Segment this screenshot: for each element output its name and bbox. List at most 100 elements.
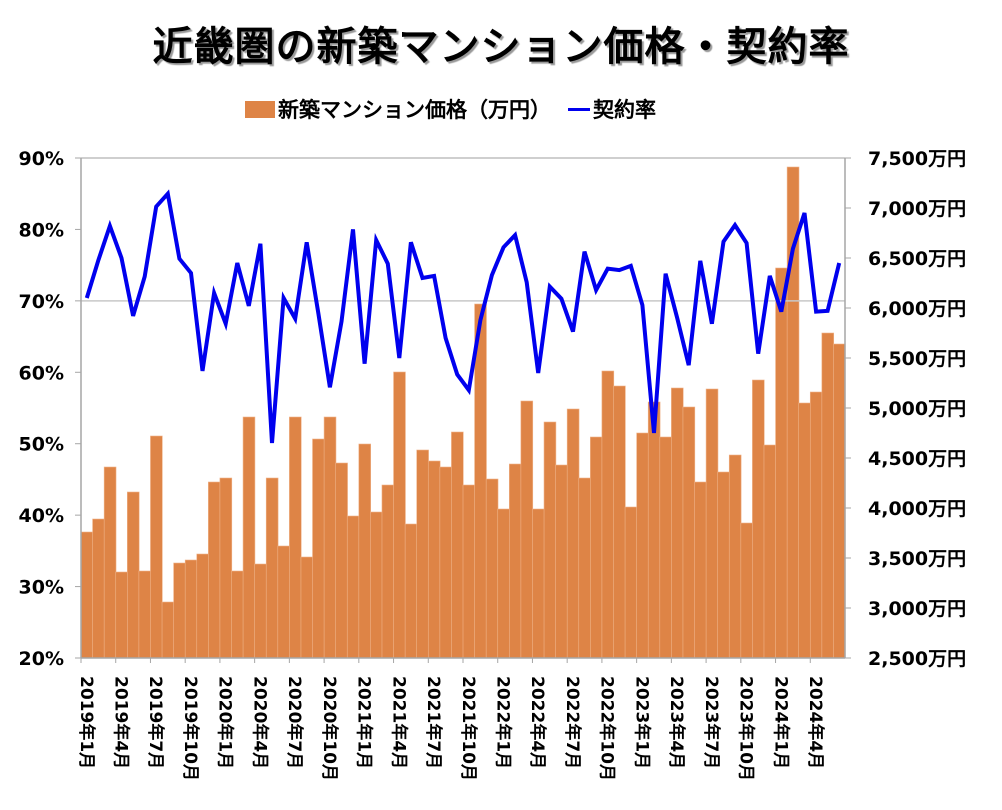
price-bar [92,518,105,659]
x-tick-label: 2019年1月 [76,676,97,769]
x-tick-label: 2022年7月 [562,676,583,769]
price-bar [566,408,580,659]
price-bar [671,387,684,659]
price-bar [404,523,418,659]
price-bar [474,303,487,659]
legend-label-rate: 契約率 [593,98,656,122]
left-tick-label: 30% [19,577,64,599]
price-bar [335,462,348,659]
price-bar [717,471,730,659]
left-tick-label: 40% [19,505,64,527]
x-tick-label: 2023年7月 [701,676,722,769]
legend-line-swatch-icon [568,107,590,111]
price-bar [80,531,94,659]
price-bar [590,436,603,659]
right-tick-label: 6,500万円 [868,248,966,270]
price-bar [289,416,302,659]
price-bar [312,438,325,659]
x-tick-label: 2019年7月 [145,676,166,769]
left-tick-label: 80% [19,219,64,241]
left-tick-label: 20% [19,648,64,670]
price-bar [508,463,522,659]
price-bar [613,385,626,659]
price-bar [821,332,835,659]
price-bar [300,556,314,659]
left-tick-label: 50% [19,434,64,456]
price-bar [115,571,128,659]
x-tick-label: 2022年1月 [493,676,514,769]
x-axis-labels: 2019年1月 2019年4月 2019年7月 2019年10月 2020年1月 2020… [76,658,826,781]
price-bar [728,454,742,659]
right-tick-label: 3,000万円 [868,598,966,620]
price-bar [659,436,672,659]
price-bar [323,416,337,659]
x-tick-label: 2020年1月 [215,676,236,769]
left-tick-label: 60% [19,362,64,384]
price-bar [578,477,591,659]
price-bar [427,460,441,659]
price-bar [809,391,823,659]
left-tick-label: 90% [19,148,64,170]
price-bar [833,343,846,659]
price-bar [636,432,649,659]
legend-label-price: 新築マンション価格（万円） [278,98,551,122]
price-bar [439,466,453,659]
price-bar [462,484,476,659]
left-tick-label: 70% [19,291,64,313]
x-tick-label: 2020年10月 [319,676,340,781]
price-bar [647,401,661,659]
price-bar [208,481,221,659]
price-bar [497,508,510,659]
price-bar [231,570,244,659]
x-tick-label: 2021年7月 [423,676,444,769]
legend-item-rate: 契約率 [568,94,656,124]
price-bar [277,545,290,659]
x-tick-label: 2023年4月 [666,676,687,769]
price-bar [370,511,383,659]
price-bars [80,166,846,659]
price-bar [532,508,545,659]
price-bar [138,570,152,659]
right-tick-label: 3,500万円 [868,548,966,570]
x-tick-label: 2022年10月 [597,676,618,781]
price-bar [682,406,696,659]
price-bar [775,267,788,659]
price-bar [694,481,707,659]
price-bar [752,379,765,659]
legend: 新築マンション価格（万円） 契約率 [0,94,1002,124]
price-bar [161,601,175,659]
price-bar [265,477,279,659]
price-bar [127,491,140,659]
x-tick-label: 2024年1月 [770,676,791,769]
price-bar [393,371,406,659]
x-tick-label: 2023年10月 [736,676,757,781]
x-tick-label: 2019年10月 [180,676,201,781]
x-tick-label: 2019年4月 [111,676,132,769]
right-tick-label: 6,000万円 [868,298,966,320]
price-bar [150,435,163,659]
legend-item-price: 新築マンション価格（万円） [245,94,551,124]
x-tick-label: 2022年4月 [527,676,548,769]
rate-points [86,193,840,444]
right-axis-ticks: 2,500万円 3,000万円 3,500万円 4,000万円 4,500万円 5,000… [845,148,966,670]
x-tick-label: 2021年4月 [388,676,409,769]
x-tick-label: 2021年10月 [458,676,479,781]
price-bar [184,559,198,659]
chart-title: 近畿圏の新築マンション価格・契約率 [152,24,850,70]
price-bar [485,478,499,659]
x-tick-label: 2020年4月 [249,676,270,769]
x-tick-label: 2023年1月 [631,676,652,769]
right-tick-label: 5,500万円 [868,348,966,370]
x-tick-label: 2021年1月 [354,676,375,769]
price-bar [358,443,372,659]
price-bar [601,370,615,659]
x-tick-label: 2024年4月 [805,676,826,769]
price-bar [520,400,534,659]
rate-line [84,189,842,444]
right-tick-label: 2,500万円 [868,648,966,670]
price-bar [543,421,557,659]
right-tick-label: 4,500万円 [868,448,966,470]
price-bar [798,402,811,659]
price-bar [173,562,186,659]
